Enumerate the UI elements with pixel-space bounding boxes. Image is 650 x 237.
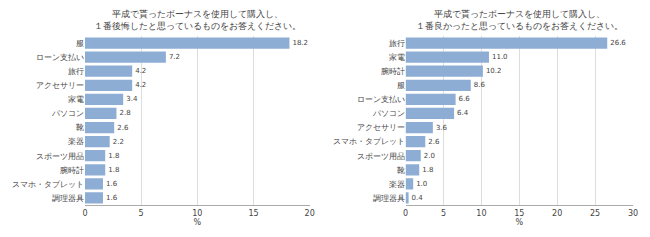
svg-text:0: 0 — [82, 209, 87, 218]
svg-text:18.2: 18.2 — [292, 39, 308, 47]
svg-text:6.4: 6.4 — [457, 109, 469, 117]
svg-text:20: 20 — [305, 209, 315, 218]
svg-text:0.4: 0.4 — [412, 194, 424, 202]
svg-text:2.8: 2.8 — [119, 109, 130, 117]
svg-text:10: 10 — [192, 209, 202, 218]
svg-text:旅行: 旅行 — [68, 67, 84, 76]
svg-text:靴: 靴 — [397, 166, 405, 175]
svg-text:スポーツ用品: スポーツ用品 — [357, 152, 405, 161]
svg-text:1.0: 1.0 — [416, 180, 427, 188]
svg-text:4.2: 4.2 — [135, 81, 146, 89]
svg-text:15: 15 — [248, 209, 258, 218]
svg-text:調理器具: 調理器具 — [373, 194, 405, 203]
svg-text:腕時計: 腕時計 — [381, 67, 405, 76]
svg-text:2.0: 2.0 — [424, 152, 435, 160]
svg-text:2.2: 2.2 — [113, 138, 124, 146]
svg-text:スポーツ用品: スポーツ用品 — [36, 152, 84, 161]
svg-text:2.6: 2.6 — [117, 124, 129, 132]
svg-text:旅行: 旅行 — [389, 39, 405, 48]
svg-text:20: 20 — [552, 209, 562, 218]
svg-text:15: 15 — [514, 209, 524, 218]
svg-text:1.8: 1.8 — [108, 166, 119, 174]
svg-text:10.2: 10.2 — [486, 67, 502, 75]
svg-text:腕時計: 腕時計 — [60, 166, 84, 175]
svg-text:ローン支払い: ローン支払い — [36, 53, 84, 62]
svg-text:25: 25 — [590, 209, 600, 218]
svg-text:アクセサリー: アクセサリー — [36, 81, 84, 90]
svg-text:平成で貰ったボーナスを使用して購入し、１番後悔したと思ってい: 平成で貰ったボーナスを使用して購入し、１番後悔したと思っているものをお答えくださ… — [94, 9, 301, 31]
svg-text:服: 服 — [76, 39, 84, 48]
svg-text:11.0: 11.0 — [492, 53, 508, 61]
svg-text:服: 服 — [397, 81, 405, 90]
svg-text:4.2: 4.2 — [135, 67, 146, 75]
svg-text:0: 0 — [403, 209, 408, 218]
svg-text:楽器: 楽器 — [68, 137, 84, 146]
svg-text:8.6: 8.6 — [474, 81, 486, 89]
svg-text:26.6: 26.6 — [610, 39, 626, 47]
svg-text:パソコン: パソコン — [51, 109, 84, 118]
svg-text:7.2: 7.2 — [169, 53, 180, 61]
svg-text:1.6: 1.6 — [106, 194, 118, 202]
svg-text:スマホ・タブレット: スマホ・タブレット — [12, 180, 84, 189]
svg-text:平成で貰ったボーナスを使用して購入し、１番良かったと思ってい: 平成で貰ったボーナスを使用して購入し、１番良かったと思っているものをお答えくださ… — [416, 9, 623, 31]
svg-text:%: % — [515, 218, 523, 227]
svg-text:1.8: 1.8 — [422, 166, 433, 174]
svg-text:2.6: 2.6 — [428, 138, 440, 146]
svg-text:3.6: 3.6 — [436, 124, 448, 132]
svg-text:%: % — [194, 218, 202, 227]
svg-text:パソコン: パソコン — [372, 109, 405, 118]
svg-text:スマホ・タブレット: スマホ・タブレット — [333, 137, 405, 146]
svg-text:1.6: 1.6 — [106, 180, 118, 188]
svg-text:5: 5 — [139, 209, 144, 218]
svg-text:靴: 靴 — [76, 123, 84, 132]
svg-text:5: 5 — [441, 209, 446, 218]
svg-text:30: 30 — [628, 209, 638, 218]
svg-text:アクセサリー: アクセサリー — [357, 123, 405, 132]
svg-text:家電: 家電 — [68, 95, 84, 104]
svg-text:10: 10 — [476, 209, 486, 218]
svg-text:家電: 家電 — [389, 53, 405, 62]
svg-text:3.4: 3.4 — [126, 95, 138, 103]
svg-text:調理器具: 調理器具 — [52, 194, 84, 203]
svg-text:ローン支払い: ローン支払い — [357, 95, 405, 104]
svg-text:楽器: 楽器 — [389, 180, 405, 189]
svg-text:1.8: 1.8 — [108, 152, 119, 160]
svg-text:6.6: 6.6 — [459, 95, 471, 103]
